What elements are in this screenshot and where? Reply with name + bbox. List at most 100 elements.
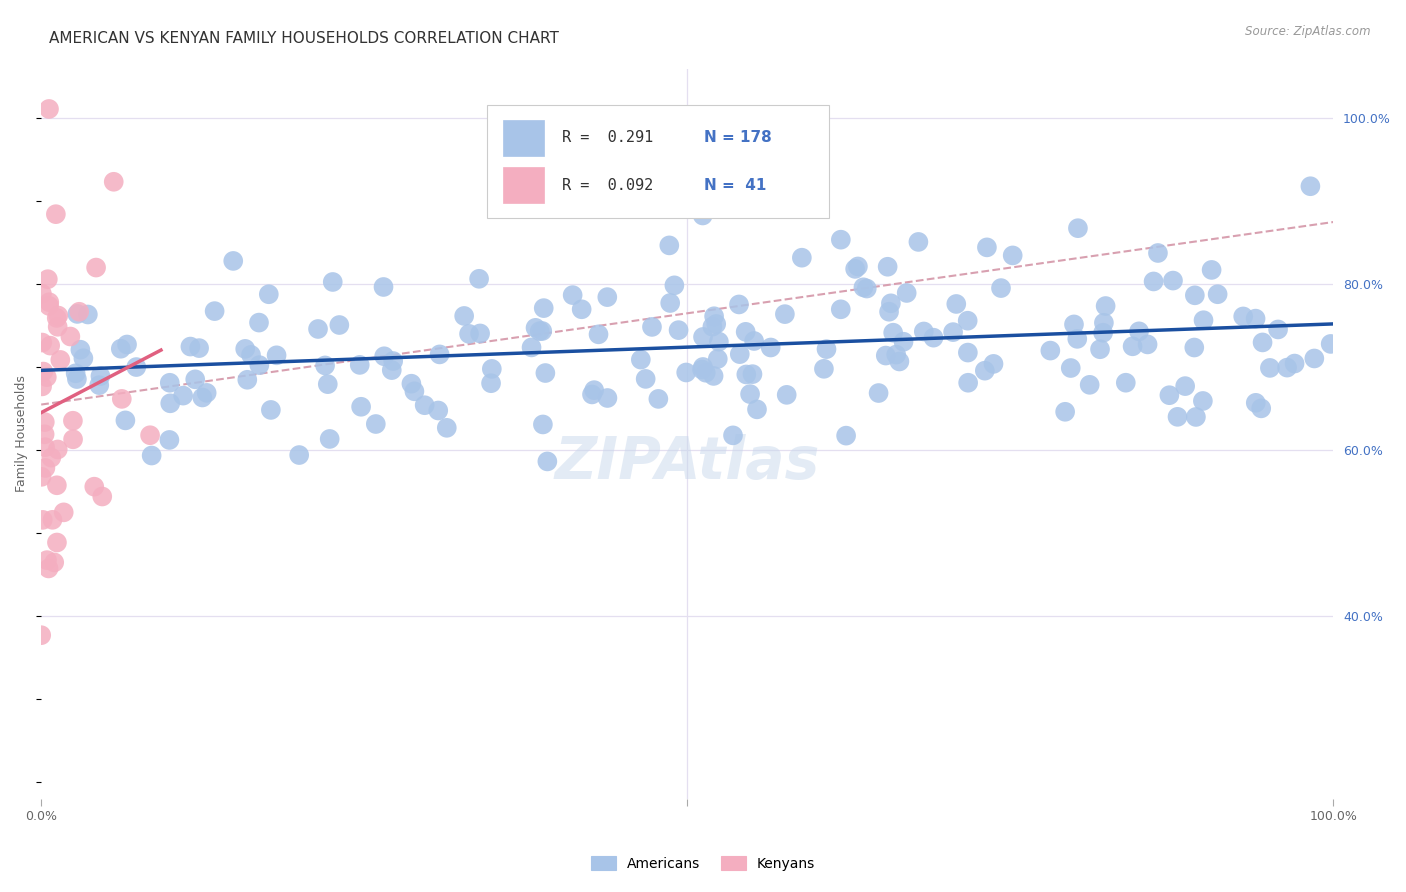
Point (67, 305, 90, 319)
Point (240, 348, 263, 362)
Point (1067, 221, 1090, 235)
Point (66, 307, 89, 321)
Point (468, 326, 491, 341)
Legend: Americans, Kenyans: Americans, Kenyans (585, 850, 821, 876)
Point (880, 296, 903, 310)
Point (157, 433, 180, 447)
Point (692, 209, 714, 223)
Point (973, 364, 995, 378)
Point (44, 555, 66, 569)
Point (62, 432, 84, 446)
Point (1192, 313, 1215, 327)
Point (159, 376, 181, 390)
Point (89, 378, 111, 392)
Point (39, 450, 62, 465)
Point (83, 480, 105, 494)
Point (1147, 246, 1170, 260)
Point (912, 325, 935, 339)
Point (427, 403, 450, 417)
Point (664, 278, 686, 293)
Text: Source: ZipAtlas.com: Source: ZipAtlas.com (1246, 25, 1371, 38)
Point (1094, 299, 1116, 313)
Point (316, 377, 339, 392)
Point (1092, 316, 1115, 330)
Point (659, 296, 682, 310)
Point (404, 384, 426, 399)
Point (735, 368, 758, 382)
Point (288, 448, 311, 462)
Point (630, 352, 652, 367)
Point (835, 428, 858, 442)
Point (52, 505, 75, 519)
Point (531, 324, 554, 338)
Point (458, 326, 481, 341)
Point (728, 347, 751, 361)
Point (520, 340, 543, 354)
Point (983, 357, 1005, 371)
Point (1275, 360, 1298, 375)
Point (31, 470, 53, 484)
Point (436, 421, 458, 435)
Point (1060, 361, 1083, 376)
Point (468, 272, 491, 286)
Point (114, 413, 136, 427)
Point (401, 376, 423, 391)
Point (233, 342, 256, 356)
Point (1244, 311, 1267, 326)
Point (976, 240, 998, 254)
Point (413, 398, 436, 412)
Point (222, 254, 245, 268)
Point (35, 370, 58, 384)
Point (596, 391, 619, 405)
Point (1303, 351, 1326, 366)
Point (571, 302, 593, 317)
FancyBboxPatch shape (486, 105, 830, 219)
Point (759, 341, 782, 355)
Point (46, 319, 69, 334)
Point (830, 302, 852, 317)
Point (1066, 332, 1088, 346)
Point (84, 260, 107, 275)
Point (734, 325, 756, 339)
Point (882, 326, 904, 340)
Point (38, 299, 60, 313)
Point (1128, 324, 1150, 338)
Point (692, 359, 714, 374)
Point (583, 383, 606, 397)
Point (328, 318, 350, 332)
Point (830, 233, 852, 247)
Point (1159, 388, 1181, 402)
Point (191, 391, 214, 405)
Text: N =  41: N = 41 (704, 178, 766, 193)
Point (529, 324, 551, 338)
Point (1039, 343, 1062, 358)
Point (31, 335, 53, 350)
Point (581, 387, 603, 401)
Point (1122, 339, 1144, 353)
Point (922, 331, 945, 345)
FancyBboxPatch shape (502, 168, 544, 203)
Point (373, 280, 395, 294)
Point (34, 427, 56, 442)
Point (307, 322, 329, 336)
Point (91, 490, 114, 504)
Point (31, 379, 53, 393)
Point (1161, 274, 1184, 288)
Point (738, 387, 761, 401)
Point (1001, 248, 1024, 262)
Point (1284, 357, 1306, 371)
Point (844, 261, 866, 276)
Point (728, 297, 751, 311)
Point (66, 372, 89, 386)
Point (172, 389, 194, 403)
Point (1182, 341, 1205, 355)
Point (1258, 360, 1281, 375)
Point (868, 386, 890, 401)
Point (1251, 335, 1274, 350)
Point (1319, 337, 1341, 351)
Point (318, 432, 340, 446)
Point (195, 385, 218, 400)
Point (884, 348, 907, 362)
Text: R =  0.291: R = 0.291 (562, 130, 654, 145)
Point (46, 442, 69, 457)
